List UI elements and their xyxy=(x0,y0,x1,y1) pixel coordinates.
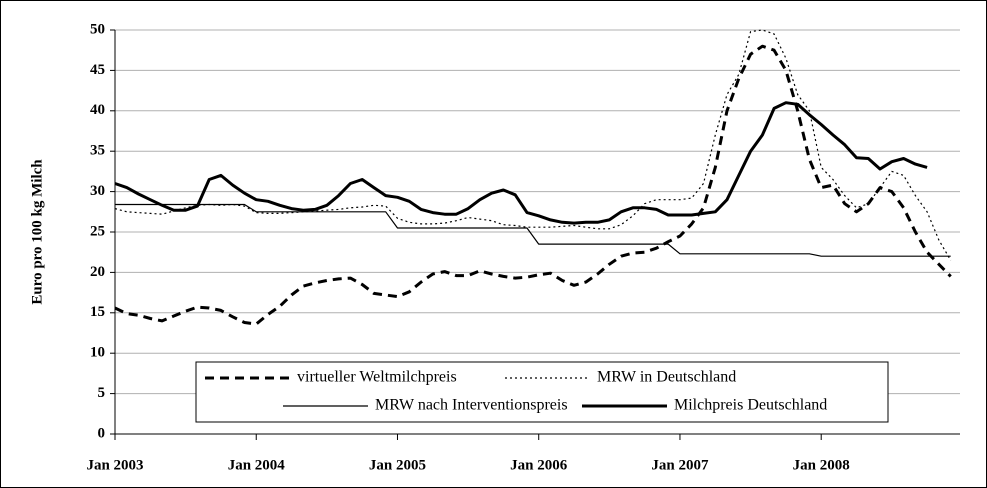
y-tick-label: 20 xyxy=(90,264,105,280)
y-tick-label: 25 xyxy=(90,223,105,239)
series-line xyxy=(115,203,951,257)
legend-label: Milchpreis Deutschland xyxy=(674,397,827,414)
y-tick-label: 15 xyxy=(90,304,105,320)
y-tick-label: 45 xyxy=(90,62,105,78)
y-tick-label: 40 xyxy=(90,102,105,118)
y-axis-label: Euro pro 100 kg Milch xyxy=(29,159,45,305)
y-tick-label: 35 xyxy=(90,143,105,159)
legend-box xyxy=(195,361,889,423)
x-tick-label: Jan 2004 xyxy=(228,457,286,473)
legend-label: MRW in Deutschland xyxy=(597,369,736,386)
y-tick-label: 0 xyxy=(98,425,106,441)
legend-label: virtueller Weltmilchpreis xyxy=(297,369,457,386)
y-tick-label: 10 xyxy=(90,345,105,361)
x-tick-label: Jan 2008 xyxy=(793,457,850,473)
x-tick-label: Jan 2006 xyxy=(510,457,568,473)
x-tick-label: Jan 2007 xyxy=(651,457,709,473)
series-line xyxy=(114,29,952,261)
y-tick-label: 30 xyxy=(90,183,105,199)
x-tick-label: Jan 2005 xyxy=(369,457,426,473)
series-line xyxy=(114,101,928,225)
x-tick-label: Jan 2003 xyxy=(86,457,143,473)
y-tick-label: 50 xyxy=(90,21,105,37)
y-tick-label: 5 xyxy=(98,385,106,401)
legend-label: MRW nach Interventionspreis xyxy=(375,397,568,414)
series-line xyxy=(114,44,952,326)
